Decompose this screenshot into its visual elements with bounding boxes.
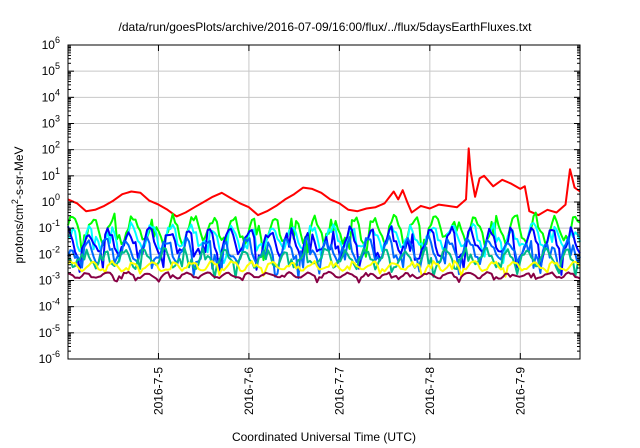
x-tick-label: 2016-7-9	[513, 367, 527, 415]
x-tick-label: 2016-7-6	[242, 367, 256, 415]
x-tick-label: 2016-7-7	[332, 367, 346, 415]
y-tick-label: 10-4	[39, 297, 60, 314]
y-tick-label: 100	[42, 192, 60, 209]
y-tick-label: 102	[42, 140, 60, 157]
y-axis-label: protons/cm2-s-sr-MeV	[10, 146, 26, 263]
y-tick-label: 104	[42, 87, 60, 104]
y-tick-label: 10-6	[39, 349, 60, 366]
y-tick-label: 106	[42, 35, 60, 52]
grid	[68, 45, 580, 359]
y-tick-label: 10-1	[39, 218, 60, 235]
y-tick-label: 10-5	[39, 323, 60, 340]
series-group	[67, 147, 581, 284]
chart-title: /data/run/goesPlots/archive/2016-07-09/1…	[119, 20, 533, 34]
x-tick-label: 2016-7-5	[151, 367, 165, 415]
x-axis-label: Coordinated Universal Time (UTC)	[232, 430, 416, 444]
x-ticks: 2016-7-5 2016-7-6 2016-7-7 2016-7-8 2016-7-9	[151, 45, 527, 415]
y-ticks: 10-6 10-5 10-4 10-3 10-2 10-1 100 101 102 103 104 1…	[39, 35, 580, 366]
series-line-8	[67, 270, 581, 284]
y-tick-label: 103	[42, 114, 60, 131]
series-line-1	[67, 147, 581, 218]
series-line-7	[67, 259, 581, 278]
y-tick-label: 10-3	[39, 271, 60, 288]
x-tick-label: 2016-7-8	[423, 367, 437, 415]
y-tick-label: 101	[42, 166, 60, 183]
y-tick-label: 105	[42, 61, 60, 78]
y-tick-label: 10-2	[39, 244, 60, 261]
